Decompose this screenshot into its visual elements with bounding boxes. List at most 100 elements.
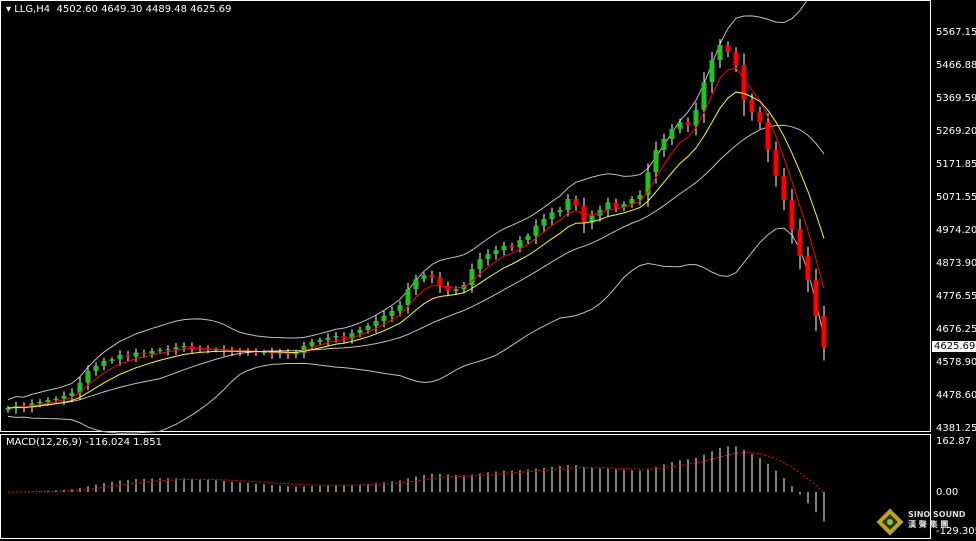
price-tick: 4676.25 xyxy=(936,324,976,336)
bull-candle xyxy=(101,360,107,366)
bull-candle xyxy=(77,382,83,393)
bear-candle xyxy=(757,112,763,123)
bull-candle xyxy=(181,345,187,348)
price-tick: 4873.90 xyxy=(936,258,976,270)
macd-label: MACD(12,26,9) xyxy=(6,437,82,448)
bear-candle xyxy=(429,275,435,278)
bear-candle xyxy=(797,229,803,256)
bull-candle xyxy=(29,403,35,408)
ma-slow-line xyxy=(7,91,825,409)
price-tick: 4974.20 xyxy=(936,224,976,236)
bear-candle xyxy=(613,202,619,208)
bear-candle xyxy=(445,285,451,291)
bull-candle xyxy=(693,109,699,126)
bollinger-upper xyxy=(7,0,808,401)
bull-candle xyxy=(349,333,355,339)
macd-header: MACD(12,26,9) -116.024 1.851 xyxy=(6,437,162,448)
bear-candle xyxy=(733,52,739,66)
bull-candle xyxy=(109,359,115,361)
chart-header: ▾ LLG,H4 4502.60 4649.30 4489.48 4625.69 xyxy=(6,4,232,15)
macd-axis-bottom: -129.305 xyxy=(936,526,976,537)
bull-candle xyxy=(149,350,155,354)
bull-candle xyxy=(389,310,395,316)
bull-candle xyxy=(117,354,123,360)
bull-candle xyxy=(517,240,523,248)
price-tick: 4381.25 xyxy=(936,422,976,434)
bull-candle xyxy=(37,401,43,404)
price-tick: 5171.85 xyxy=(936,158,976,170)
bull-candle xyxy=(485,254,491,260)
macd-panel-border xyxy=(0,434,931,539)
bull-candle xyxy=(261,351,267,353)
ohlc-open: 4502.60 xyxy=(56,4,98,15)
bull-candle xyxy=(69,392,75,396)
bull-candle xyxy=(453,289,459,291)
bull-candle xyxy=(381,315,387,321)
price-tick: 5466.88 xyxy=(936,60,976,72)
bull-candle xyxy=(653,149,659,173)
bull-candle xyxy=(701,82,707,110)
bollinger-mid xyxy=(7,124,825,409)
bear-candle xyxy=(21,406,27,408)
bull-candle xyxy=(645,172,651,195)
bull-candle xyxy=(669,128,675,139)
bull-candle xyxy=(293,352,299,355)
ma-fast-line xyxy=(7,67,825,409)
macd-signal-line xyxy=(7,452,825,494)
bull-candle xyxy=(717,45,723,61)
bull-candle xyxy=(93,365,99,371)
price-tick: 5369.59 xyxy=(936,92,976,104)
bear-candle xyxy=(765,122,771,150)
bear-candle xyxy=(773,149,779,176)
bull-candle xyxy=(165,349,171,351)
bear-candle xyxy=(789,199,795,230)
bull-candle xyxy=(637,194,643,199)
price-tick: 5269.20 xyxy=(936,126,976,138)
bull-candle xyxy=(549,212,555,220)
bull-candle xyxy=(365,325,371,330)
bull-candle xyxy=(541,219,547,226)
bull-candle xyxy=(557,210,563,213)
bull-candle xyxy=(333,335,339,338)
sino-sound-logo-icon xyxy=(876,508,904,536)
bear-candle xyxy=(509,245,515,248)
macd-axis-zero: 0.00 xyxy=(936,487,959,498)
bull-candle xyxy=(373,320,379,326)
bear-candle xyxy=(437,277,443,286)
bull-candle xyxy=(309,341,315,346)
bear-candle xyxy=(725,45,731,53)
bear-candle xyxy=(749,99,755,113)
bull-candle xyxy=(277,352,283,354)
bull-candle xyxy=(397,305,403,311)
symbol: LLG,H4 xyxy=(14,4,51,15)
bull-candle xyxy=(421,275,427,280)
current-price-label: 4625.69 xyxy=(932,341,976,352)
bear-candle xyxy=(781,175,787,200)
bear-candle xyxy=(813,280,819,316)
bear-candle xyxy=(573,198,579,206)
bull-candle xyxy=(493,250,499,255)
macd-axis-top: 162.87 xyxy=(936,436,971,447)
bull-candle xyxy=(173,347,179,350)
bull-candle xyxy=(357,329,363,334)
bull-candle xyxy=(605,202,611,211)
bull-candle xyxy=(53,398,59,400)
logo-text: SINO SOUND 漢 聲 集 團 xyxy=(908,510,965,530)
bull-candle xyxy=(301,345,307,353)
bear-candle xyxy=(805,255,811,281)
bull-candle xyxy=(85,370,91,383)
macd-value: -116.024 xyxy=(85,437,131,448)
main-panel-border xyxy=(0,0,931,432)
bull-candle xyxy=(45,399,51,402)
ohlc-low: 4489.48 xyxy=(145,4,187,15)
logo-sub: 漢 聲 集 團 xyxy=(908,520,949,529)
bull-candle xyxy=(629,198,635,205)
price-tick: 5567.15 xyxy=(936,27,976,38)
bull-candle xyxy=(501,245,507,251)
bollinger-lower xyxy=(7,227,825,434)
bear-candle xyxy=(125,354,131,357)
price-tick: 5071.55 xyxy=(936,192,976,204)
logo-name: SINO SOUND xyxy=(908,510,966,519)
bull-candle xyxy=(5,408,11,411)
